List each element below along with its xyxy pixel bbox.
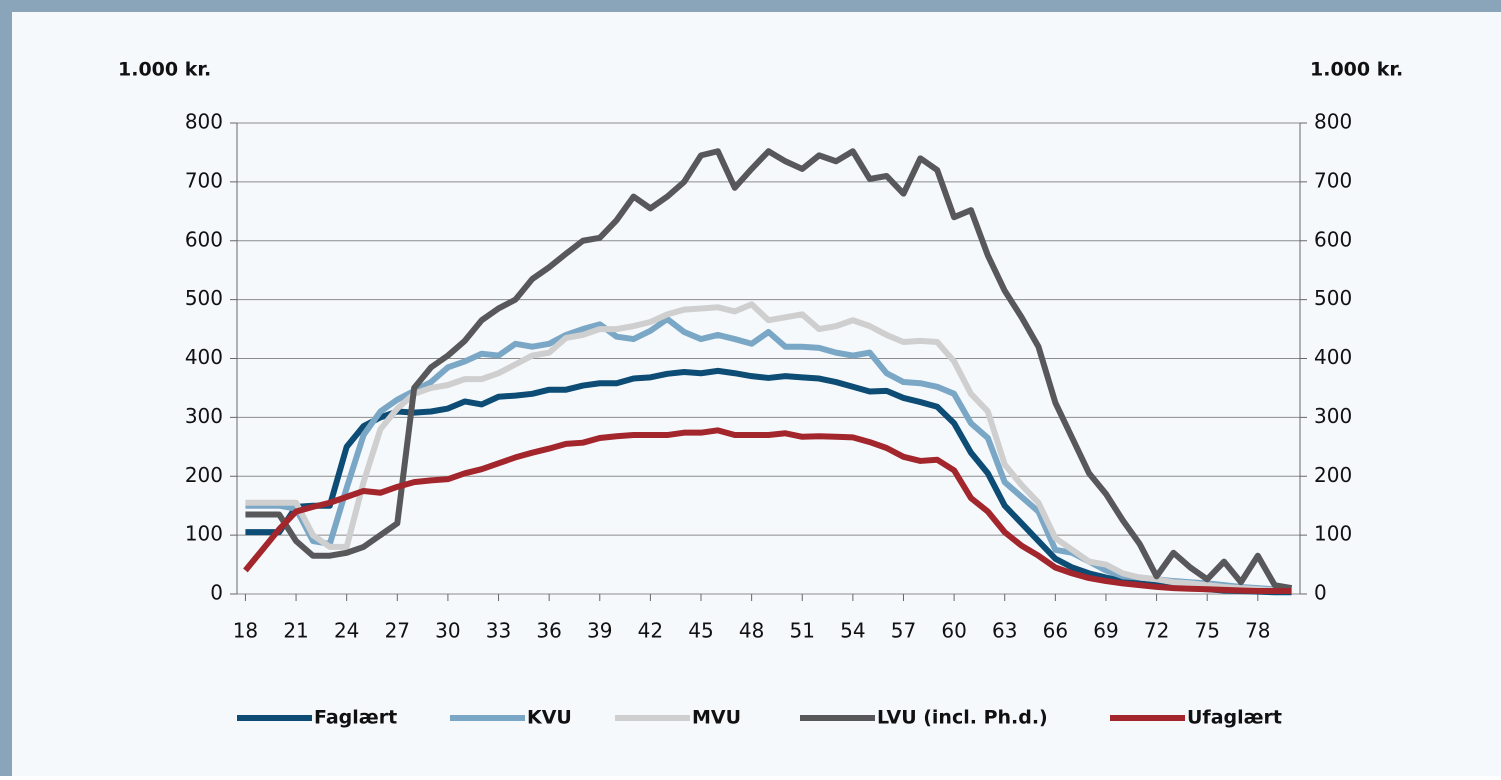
y-tick-label: 200 bbox=[185, 463, 223, 487]
legend-label: MVU bbox=[692, 707, 741, 729]
y-tick-label: 500 bbox=[185, 286, 223, 310]
y-tick-label: 700 bbox=[185, 168, 223, 192]
y2-tick-label: 200 bbox=[1314, 463, 1352, 487]
legend-label: Ufaglært bbox=[1187, 707, 1282, 729]
y2-tick-label: 800 bbox=[1314, 110, 1352, 134]
y2-tick-label: 600 bbox=[1314, 227, 1352, 251]
x-tick-label: 75 bbox=[1194, 619, 1219, 643]
x-tick-label: 69 bbox=[1093, 619, 1118, 643]
x-tick-label: 21 bbox=[283, 619, 308, 643]
series-line bbox=[243, 427, 1292, 595]
x-tick-label: 39 bbox=[587, 619, 612, 643]
x-tick-label: 63 bbox=[992, 619, 1017, 643]
x-tick-label: 57 bbox=[891, 619, 916, 643]
y-axis-label: 1.000 kr. bbox=[118, 59, 211, 81]
legend-label: LVU (incl. Ph.d.) bbox=[877, 707, 1048, 729]
x-tick-label: 42 bbox=[638, 619, 663, 643]
y-tick-label: 100 bbox=[185, 522, 223, 546]
x-tick-label: 27 bbox=[385, 619, 410, 643]
y-tick-label: 0 bbox=[210, 581, 223, 605]
y-tick-label: 300 bbox=[185, 404, 223, 428]
y2-tick-label: 500 bbox=[1314, 286, 1352, 310]
x-tick-label: 66 bbox=[1043, 619, 1068, 643]
y2-tick-label: 300 bbox=[1314, 404, 1352, 428]
y2-tick-label: 0 bbox=[1314, 581, 1327, 605]
legend-label: KVU bbox=[527, 707, 572, 729]
y2-axis-label: 1.000 kr. bbox=[1310, 59, 1403, 81]
x-tick-label: 30 bbox=[435, 619, 460, 643]
series-line bbox=[245, 301, 1292, 595]
y2-tick-label: 700 bbox=[1314, 168, 1352, 192]
x-tick-label: 45 bbox=[688, 619, 713, 643]
series-line bbox=[245, 316, 1292, 593]
x-tick-label: 24 bbox=[334, 619, 359, 643]
x-tick-label: 48 bbox=[739, 619, 764, 643]
series-line bbox=[245, 148, 1293, 592]
y2-tick-label: 400 bbox=[1314, 345, 1352, 369]
x-tick-label: 60 bbox=[941, 619, 966, 643]
x-tick-label: 51 bbox=[790, 619, 815, 643]
x-tick-label: 36 bbox=[536, 619, 561, 643]
x-tick-label: 18 bbox=[233, 619, 258, 643]
panel bbox=[12, 12, 1501, 776]
y-tick-label: 600 bbox=[185, 227, 223, 251]
x-tick-label: 54 bbox=[840, 619, 865, 643]
x-tick-label: 33 bbox=[486, 619, 511, 643]
x-tick-label: 72 bbox=[1144, 619, 1169, 643]
y-tick-label: 800 bbox=[185, 110, 223, 134]
legend-label: Faglært bbox=[314, 707, 397, 729]
x-tick-label: 78 bbox=[1245, 619, 1270, 643]
y2-tick-label: 100 bbox=[1314, 522, 1352, 546]
y-tick-label: 400 bbox=[185, 345, 223, 369]
